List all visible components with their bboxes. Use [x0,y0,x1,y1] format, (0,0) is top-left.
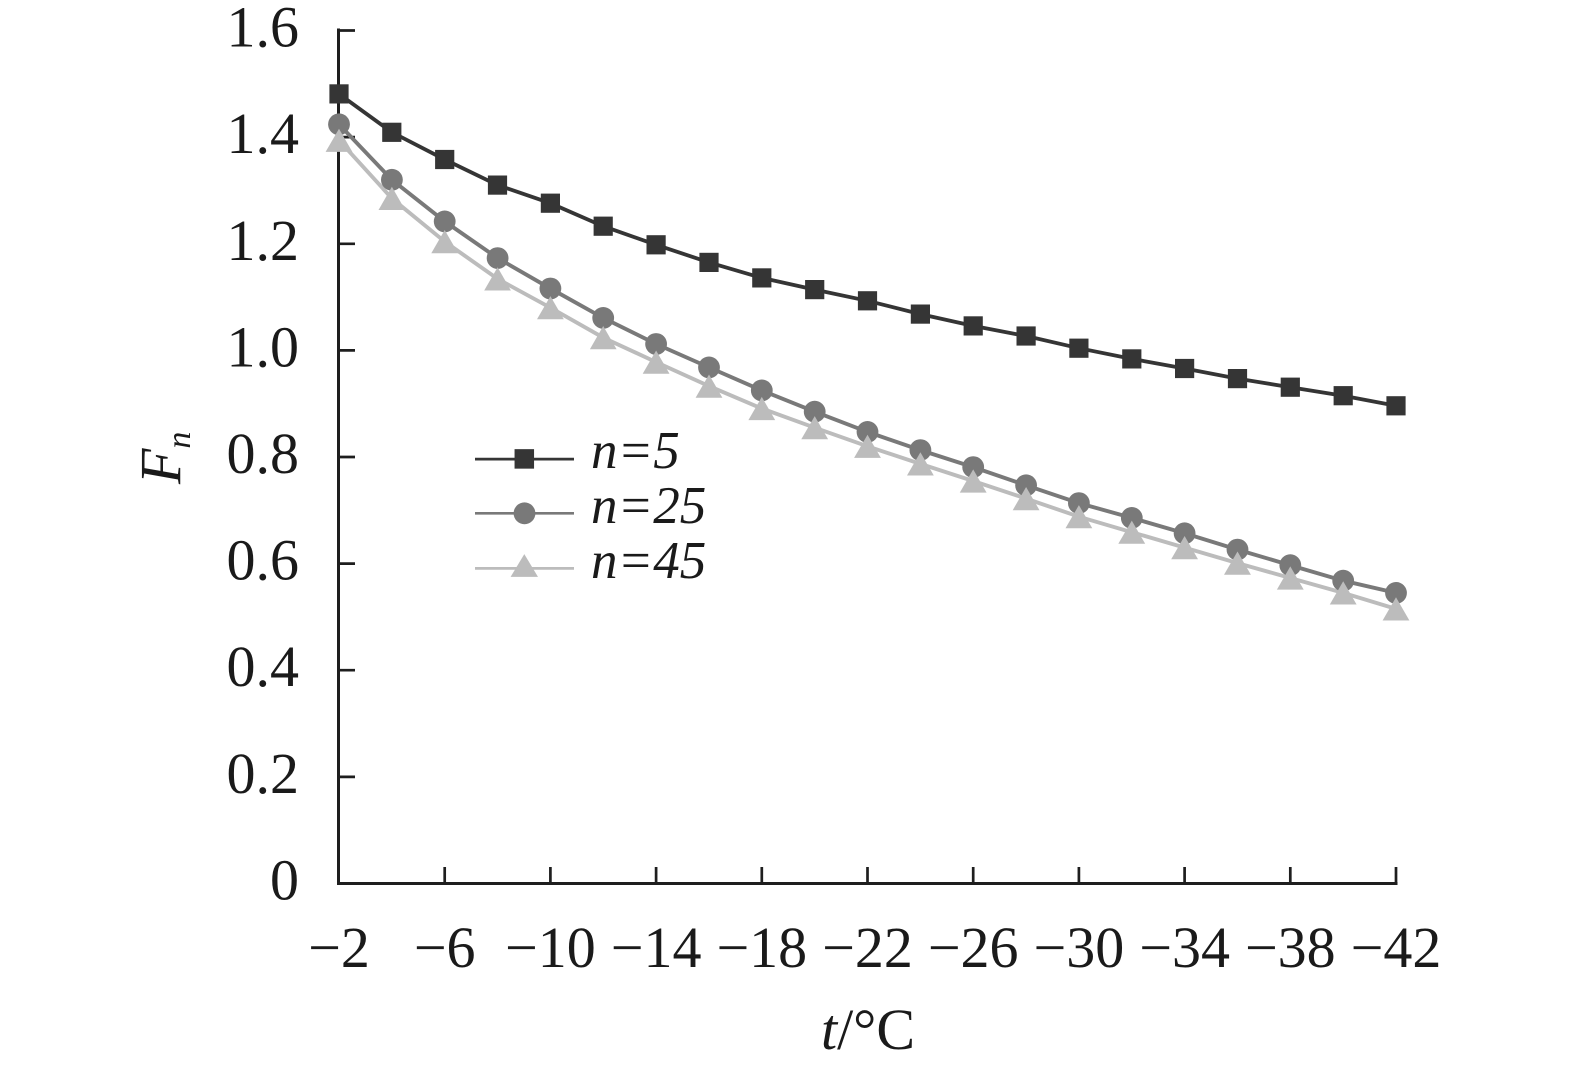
svg-text:t/°C: t/°C [821,997,915,1062]
svg-text:−26: −26 [928,915,1019,980]
svg-text:0: 0 [270,848,299,913]
svg-text:n=45: n=45 [591,532,706,590]
svg-text:−42: −42 [1351,915,1442,980]
svg-text:−2: −2 [308,915,370,980]
svg-text:0.6: 0.6 [227,528,300,593]
svg-text:−14: −14 [611,915,702,980]
svg-text:−18: −18 [716,915,807,980]
svg-text:0.2: 0.2 [227,741,300,806]
svg-text:0.8: 0.8 [227,421,300,486]
svg-text:1.2: 1.2 [227,208,300,273]
svg-text:−22: −22 [822,915,913,980]
svg-text:−34: −34 [1139,915,1230,980]
svg-text:−10: −10 [505,915,596,980]
svg-text:n=5: n=5 [591,422,680,480]
svg-text:n=25: n=25 [591,477,706,535]
svg-text:−38: −38 [1245,915,1336,980]
svg-text:1.0: 1.0 [227,314,300,379]
svg-text:0.4: 0.4 [227,634,300,699]
svg-text:Fn: Fn [128,432,198,485]
svg-text:−30: −30 [1034,915,1125,980]
svg-text:1.4: 1.4 [227,101,300,166]
svg-text:1.6: 1.6 [227,0,300,60]
svg-text:−6: −6 [414,915,476,980]
